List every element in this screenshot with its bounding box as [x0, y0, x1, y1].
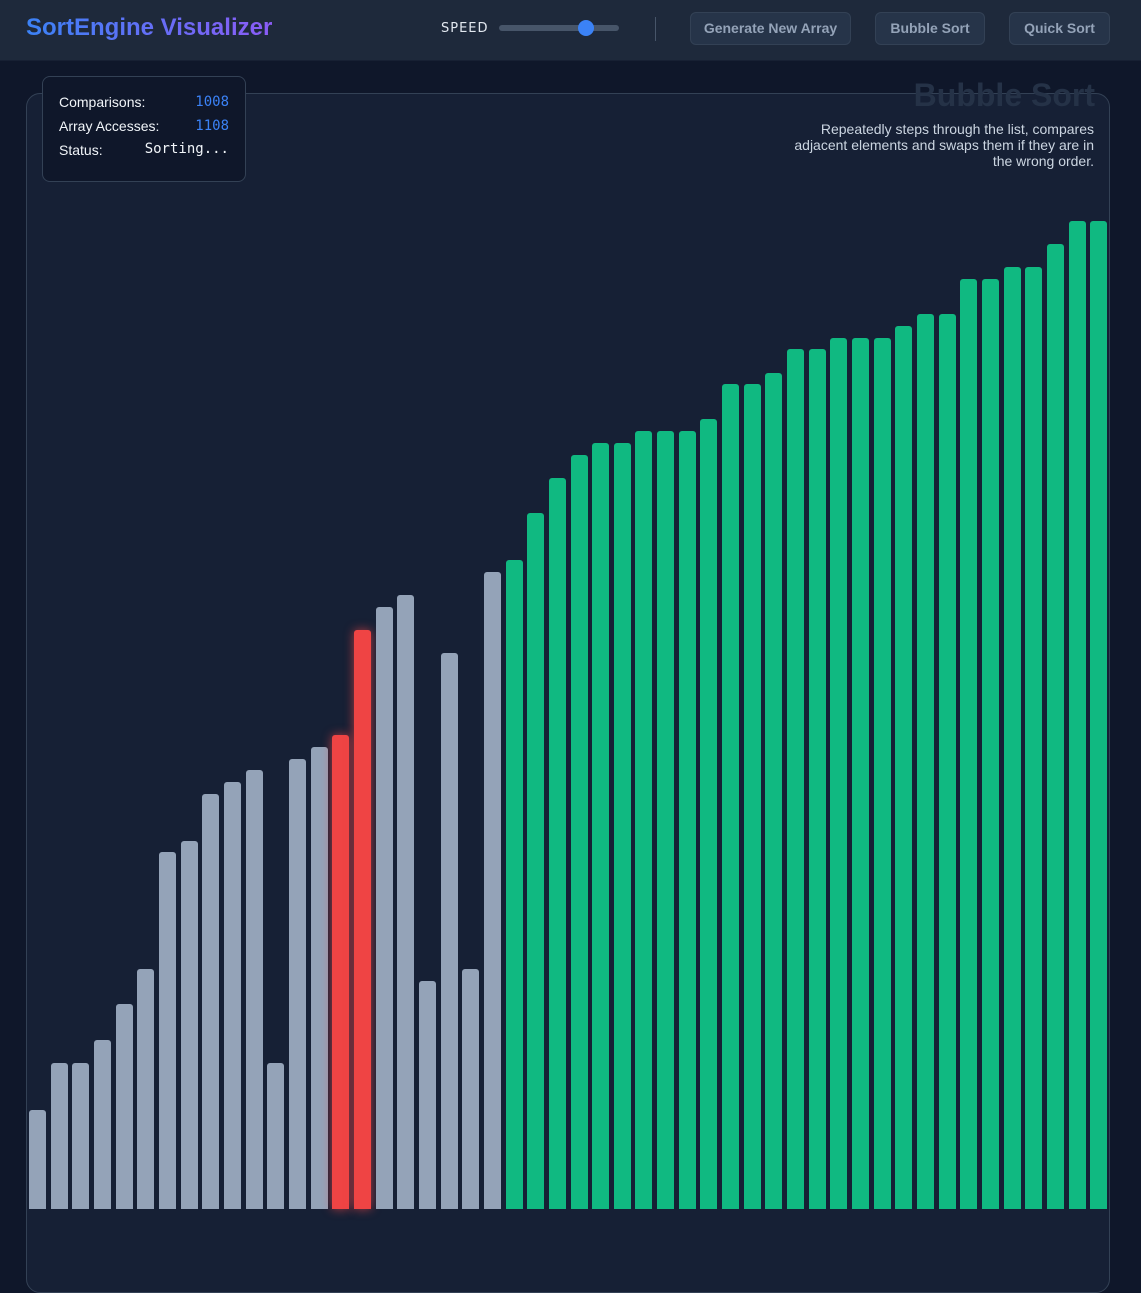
speed-label: SPEED: [441, 21, 489, 36]
bar-sorted: [678, 431, 696, 1209]
bar-sorted: [570, 454, 588, 1209]
accesses-value: 1108: [195, 118, 229, 134]
bar-sorted: [592, 442, 610, 1209]
bar-default: [137, 969, 155, 1209]
status-label: Status:: [59, 142, 103, 158]
bar-default: [202, 793, 220, 1209]
generate-array-button[interactable]: Generate New Array: [690, 12, 851, 45]
bar-default: [397, 594, 415, 1209]
bar-default: [180, 840, 198, 1209]
bar-default: [310, 747, 328, 1209]
status-value: Sorting...: [144, 141, 229, 157]
bar-sorted: [1090, 220, 1108, 1209]
bar-sorted: [917, 314, 935, 1209]
bar-default: [462, 969, 480, 1209]
bar-sorted: [722, 384, 740, 1209]
bubble-sort-button[interactable]: Bubble Sort: [875, 12, 985, 45]
bar-default: [223, 782, 241, 1209]
app-title: SortEngine Visualizer: [26, 14, 273, 41]
bar-sorted: [830, 337, 848, 1209]
bar-sorted: [1047, 243, 1065, 1209]
bar-sorted: [743, 384, 761, 1209]
quick-sort-button[interactable]: Quick Sort: [1009, 12, 1110, 45]
bar-default: [288, 758, 306, 1209]
bar-sorted: [613, 442, 631, 1209]
bar-sorted: [808, 349, 826, 1209]
speed-slider[interactable]: [499, 20, 619, 36]
bar-comparing: [353, 630, 371, 1209]
bar-default: [440, 653, 458, 1209]
comparisons-label: Comparisons:: [59, 94, 146, 110]
bar-sorted: [635, 431, 653, 1209]
bar-sorted: [982, 279, 1000, 1209]
bar-sorted: [527, 513, 545, 1209]
bar-sorted: [852, 337, 870, 1209]
bar-default: [418, 981, 436, 1209]
bar-sorted: [787, 349, 805, 1209]
bar-sorted: [1068, 220, 1086, 1209]
bar-sorted: [548, 477, 566, 1209]
bar-sorted: [960, 279, 978, 1209]
bar-default: [483, 571, 501, 1209]
bar-default: [29, 1109, 46, 1209]
bar-sorted: [873, 337, 891, 1209]
bar-default: [375, 606, 393, 1209]
bar-default: [245, 770, 263, 1209]
bar-sorted: [895, 325, 913, 1209]
stats-panel: Comparisons: 1008 Array Accesses: 1108 S…: [42, 76, 246, 182]
comparisons-value: 1008: [195, 94, 229, 110]
bar-sorted: [700, 419, 718, 1209]
speed-slider-thumb[interactable]: [578, 20, 595, 36]
bar-default: [50, 1062, 68, 1209]
bar-sorted: [1025, 267, 1043, 1209]
bar-default: [93, 1039, 111, 1209]
bar-sorted: [765, 372, 783, 1209]
divider: [655, 17, 656, 41]
bar-default: [158, 852, 176, 1209]
algorithm-title: Bubble Sort: [913, 77, 1095, 113]
algorithm-description: Repeatedly steps through the list, compa…: [794, 121, 1094, 169]
bar-default: [115, 1004, 133, 1209]
bar-comparing: [332, 735, 350, 1209]
bar-sorted: [657, 431, 675, 1209]
bar-default: [72, 1062, 90, 1209]
top-bar: SortEngine Visualizer SPEED Generate New…: [0, 0, 1141, 61]
accesses-label: Array Accesses:: [59, 118, 160, 134]
bar-default: [267, 1062, 285, 1209]
bar-sorted: [938, 314, 956, 1209]
bar-sorted: [1003, 267, 1021, 1209]
bar-sorted: [505, 559, 523, 1209]
